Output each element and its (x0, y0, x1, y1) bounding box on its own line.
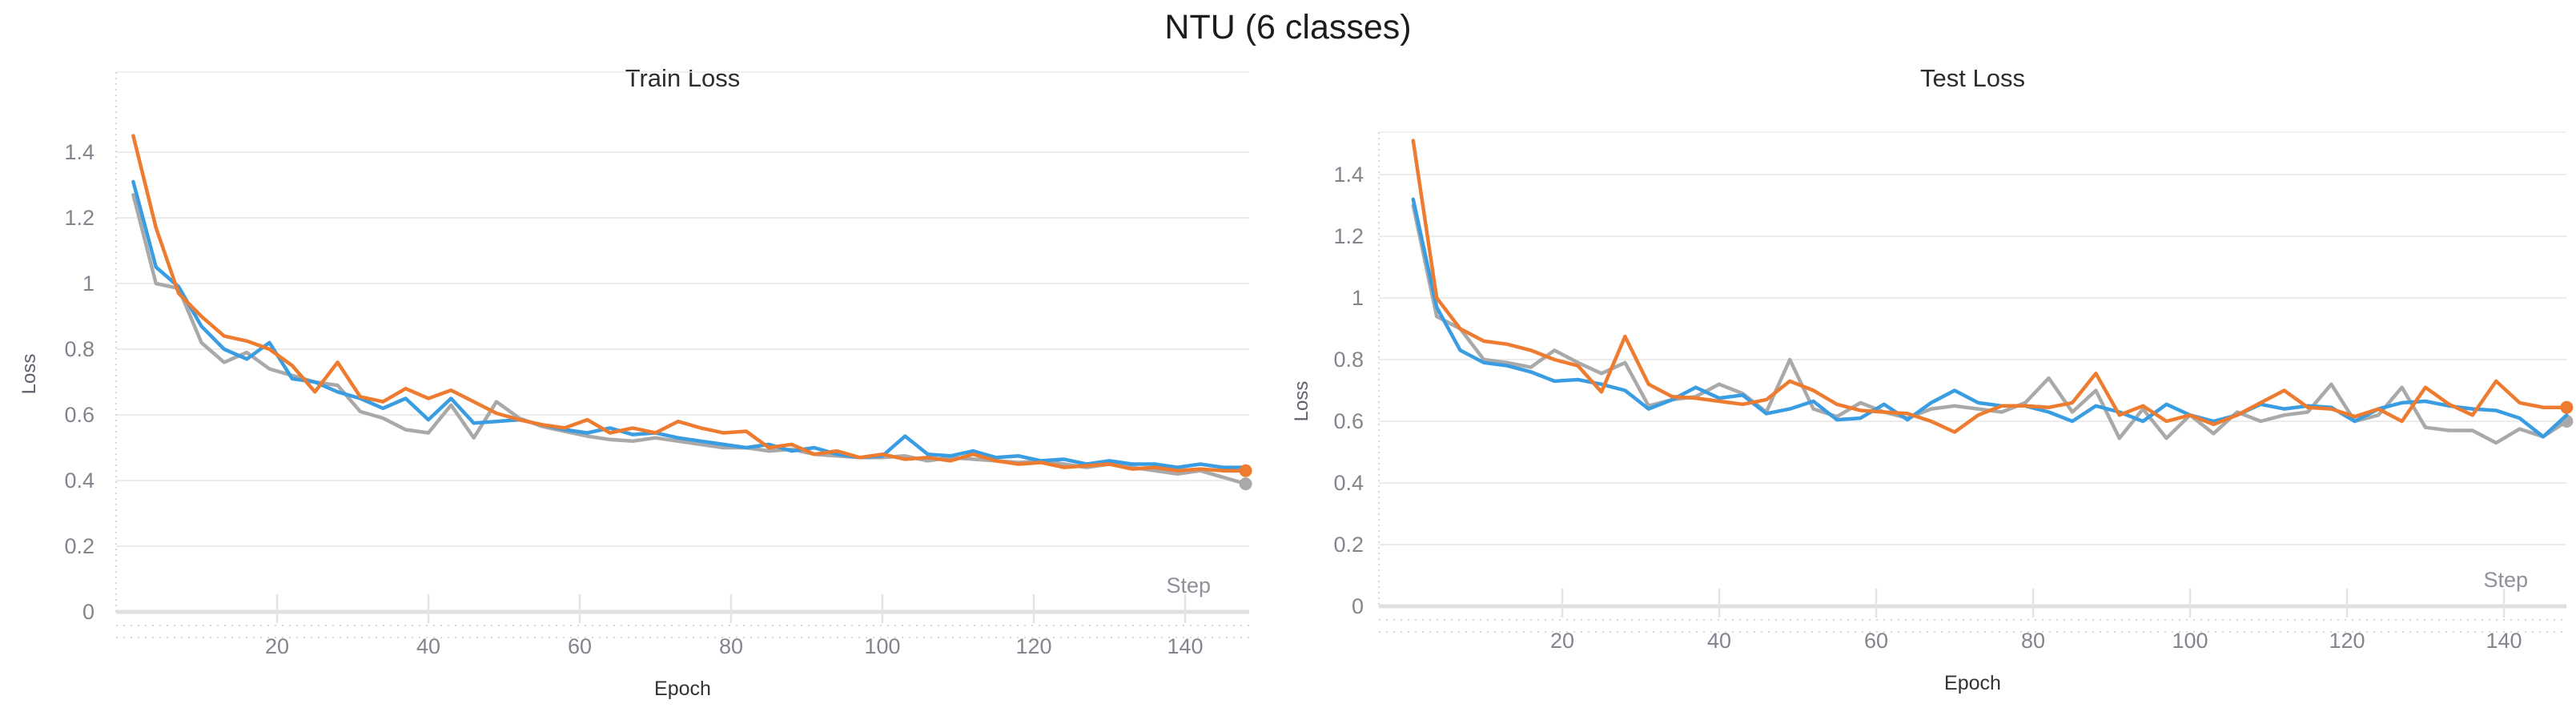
test-loss-chart[interactable]: 00.20.40.60.811.21.420 40 60 80 100 120 140Ste… (1288, 0, 2576, 728)
y-tick-label: 1 (82, 271, 94, 296)
series-line-blue-run (1411, 197, 2569, 439)
series-line-orange-run (1411, 139, 2569, 434)
y-tick-label: 0.6 (64, 403, 94, 427)
page-title: NTU (6 classes) (1164, 8, 1412, 46)
y-tick-label: 1.4 (1333, 163, 1364, 187)
series-line-orange-run (131, 134, 1248, 473)
loss-axis-label: Loss (18, 354, 40, 395)
y-tick-label: 1.2 (64, 206, 94, 230)
y-tick-label: 1 (1352, 286, 1364, 310)
loss-axis-label: Loss (1291, 381, 1312, 422)
y-tick-label: 0 (1352, 594, 1364, 618)
y-tick-label: 1.2 (1333, 224, 1364, 248)
y-tick-label: 0.8 (1333, 348, 1364, 372)
y-tick-label: 0.2 (1333, 533, 1364, 557)
series-end-dot-orange-run (1239, 464, 1252, 477)
step-axis-label: Step (2483, 568, 2528, 592)
epoch-axis-label: Epoch (654, 678, 711, 700)
y-tick-label: 0 (82, 600, 94, 624)
y-tick-label: 0.4 (1333, 471, 1364, 495)
series-end-dot-gray-run (1239, 477, 1252, 491)
series-end-dot-orange-run (2560, 400, 2574, 414)
x-tick-label: 80 (2021, 629, 2045, 653)
step-axis-label: Step (1166, 573, 1211, 597)
epoch-axis-label: Epoch (1944, 672, 2001, 694)
y-tick-label: 0.4 (64, 469, 94, 493)
train-loss-panel: Train Loss 0 0.2 0.4 0.6 0.8 1 1.2 1.4 20 40 60 80 1… (0, 0, 1288, 728)
y-tick-label: 0.6 (1333, 409, 1364, 433)
y-tick-label: 0.2 (64, 534, 94, 558)
train-loss-chart[interactable]: 00.20.40.60.811.21.420 40 60 80 100 120 140Ste… (0, 0, 1288, 728)
series-line-gray-run (1411, 203, 2569, 445)
x-tick-label: 100 (2172, 629, 2208, 653)
y-tick-label: 1.4 (64, 140, 94, 164)
test-loss-chart-title: Test Loss (1920, 64, 2025, 92)
series-line-blue-run (131, 179, 1248, 469)
test-loss-panel: Test Loss 0 0.2 0.4 0.6 0.8 1 1.2 1.4 20 40 60 80 10… (1288, 0, 2576, 728)
x-tick-label: 20 (1550, 629, 1574, 653)
train-loss-chart-title: Train Loss (625, 64, 741, 92)
y-tick-label: 0.8 (64, 337, 94, 361)
